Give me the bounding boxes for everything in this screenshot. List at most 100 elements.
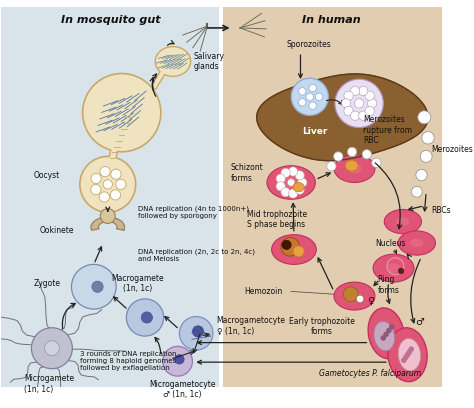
Text: Liver: Liver [302, 127, 327, 136]
Circle shape [287, 179, 295, 186]
Circle shape [282, 240, 291, 250]
Ellipse shape [386, 263, 401, 273]
Ellipse shape [334, 155, 375, 182]
Circle shape [175, 355, 184, 364]
Ellipse shape [286, 244, 302, 255]
Text: Ring
forms: Ring forms [378, 275, 400, 295]
Circle shape [372, 158, 381, 167]
Circle shape [356, 295, 364, 303]
Text: 3 rounds of DNA replication
forming 8 haploid genomes
followed by exflagellation: 3 rounds of DNA replication forming 8 ha… [80, 350, 176, 370]
Text: Early trophozoite
forms: Early trophozoite forms [289, 317, 355, 336]
Circle shape [381, 335, 386, 341]
Circle shape [276, 174, 285, 183]
Circle shape [91, 184, 101, 195]
Ellipse shape [347, 291, 362, 301]
Text: RBCs: RBCs [431, 206, 450, 215]
Circle shape [315, 93, 323, 100]
Circle shape [367, 99, 377, 108]
Circle shape [281, 188, 290, 197]
Bar [0, 7, 221, 387]
Circle shape [344, 91, 353, 100]
Circle shape [281, 237, 300, 256]
Circle shape [422, 131, 434, 144]
Text: Salivary
glands: Salivary glands [193, 52, 224, 71]
Ellipse shape [388, 328, 427, 381]
Circle shape [350, 86, 360, 95]
Circle shape [293, 246, 304, 257]
Circle shape [347, 147, 357, 157]
Circle shape [358, 86, 368, 95]
Circle shape [309, 84, 316, 92]
Ellipse shape [374, 322, 395, 351]
Text: Macrogametocyte
♀ (1n, 1c): Macrogametocyte ♀ (1n, 1c) [217, 316, 286, 335]
Ellipse shape [373, 254, 414, 282]
Text: ♀: ♀ [367, 296, 374, 306]
Ellipse shape [334, 282, 375, 310]
Circle shape [281, 168, 290, 177]
Circle shape [383, 331, 389, 337]
Circle shape [344, 106, 353, 115]
Circle shape [180, 317, 213, 350]
Ellipse shape [396, 217, 410, 226]
Circle shape [100, 166, 110, 177]
Circle shape [405, 352, 410, 357]
Circle shape [141, 312, 153, 323]
Text: Macrogamete
(1n, 1c): Macrogamete (1n, 1c) [111, 274, 164, 293]
Circle shape [420, 151, 432, 162]
Circle shape [72, 264, 116, 309]
Circle shape [386, 328, 392, 333]
Circle shape [299, 99, 306, 106]
Circle shape [398, 268, 404, 274]
Circle shape [99, 192, 109, 202]
Circle shape [111, 169, 121, 180]
Circle shape [91, 173, 101, 184]
Circle shape [45, 341, 59, 356]
Ellipse shape [347, 164, 362, 173]
Circle shape [295, 171, 304, 180]
Text: Hemozoin: Hemozoin [245, 287, 283, 296]
Text: In human: In human [302, 15, 361, 25]
Circle shape [309, 102, 316, 109]
Polygon shape [91, 217, 125, 230]
Circle shape [92, 281, 103, 293]
Circle shape [80, 156, 136, 212]
Circle shape [306, 93, 313, 100]
Circle shape [298, 178, 307, 187]
Text: Merozoites
rupture from
RBC: Merozoites rupture from RBC [363, 115, 412, 145]
Ellipse shape [267, 166, 315, 199]
Circle shape [350, 111, 360, 120]
Text: Schizont
forms: Schizont forms [231, 164, 264, 183]
Ellipse shape [368, 308, 404, 359]
Circle shape [343, 287, 358, 302]
Ellipse shape [293, 182, 304, 192]
Circle shape [355, 99, 364, 108]
Circle shape [289, 167, 298, 176]
Text: Microgamete
(1n, 1c): Microgamete (1n, 1c) [24, 374, 74, 394]
Circle shape [192, 326, 204, 337]
Circle shape [163, 346, 192, 376]
Circle shape [416, 169, 427, 181]
Ellipse shape [283, 177, 300, 188]
Bar [221, 7, 442, 387]
Circle shape [327, 162, 336, 171]
Circle shape [82, 73, 161, 152]
Circle shape [31, 328, 73, 369]
Bar [219, 7, 223, 387]
Ellipse shape [384, 209, 421, 234]
Ellipse shape [272, 235, 316, 264]
Ellipse shape [155, 47, 191, 76]
Text: Sporozoites: Sporozoites [286, 40, 331, 49]
Ellipse shape [398, 231, 436, 255]
Circle shape [276, 182, 285, 191]
Circle shape [289, 189, 298, 198]
Ellipse shape [410, 239, 423, 247]
Text: Merozoites: Merozoites [431, 145, 473, 154]
Circle shape [365, 106, 374, 115]
Circle shape [110, 190, 120, 200]
Text: Oocyst: Oocyst [33, 171, 60, 180]
Text: ♂: ♂ [415, 317, 424, 327]
Circle shape [418, 111, 431, 124]
Circle shape [116, 179, 126, 189]
Circle shape [100, 208, 115, 224]
Circle shape [341, 99, 351, 108]
